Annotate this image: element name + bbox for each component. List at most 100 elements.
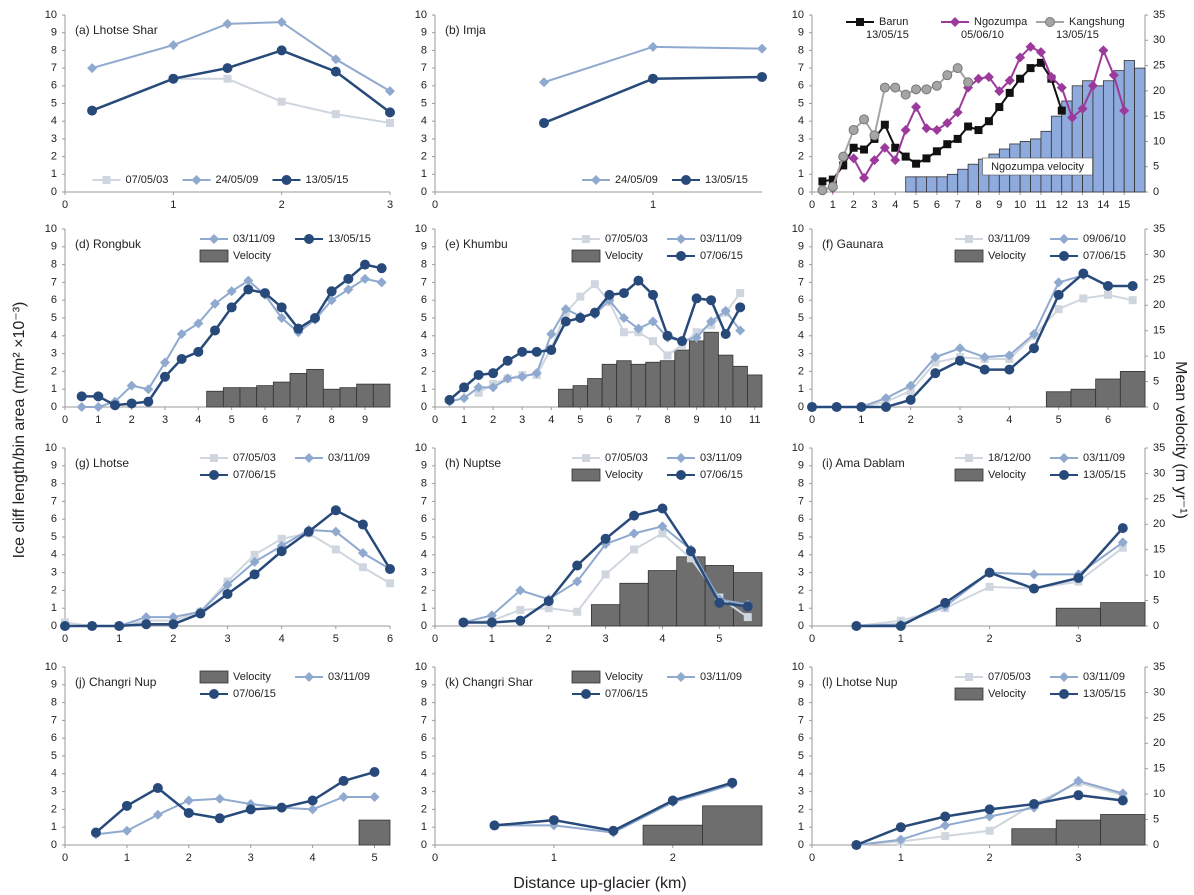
- data-point: [922, 154, 931, 163]
- y-tick-label: 2: [798, 584, 804, 596]
- y-tick-label: 8: [798, 697, 804, 709]
- data-point: [735, 325, 746, 336]
- y-tick-label: 0: [798, 839, 804, 851]
- data-line: [95, 795, 375, 836]
- data-point: [589, 307, 600, 318]
- data-point: [515, 585, 526, 596]
- data-point: [517, 346, 528, 357]
- x-tick-label: 3: [519, 414, 525, 426]
- y-tick-label: 2: [51, 803, 57, 815]
- legend-label: 18/12/00: [988, 452, 1031, 464]
- y2-tick-label: 15: [1153, 110, 1165, 122]
- data-point: [630, 545, 639, 554]
- x-tick-label: 12: [1056, 199, 1068, 211]
- legend-marker: [582, 454, 590, 462]
- x-tick-label: 5: [333, 633, 339, 645]
- y2-tick-label: 15: [1153, 325, 1165, 337]
- data-point: [900, 89, 911, 100]
- data-point: [629, 510, 640, 521]
- y-tick-label: 5: [798, 531, 804, 543]
- panel-title: (l) Lhotse Nup: [822, 675, 898, 689]
- data-point: [807, 402, 817, 412]
- legend-marker: [304, 234, 314, 244]
- data-point: [743, 613, 752, 622]
- y2-tick-label: 20: [1153, 518, 1165, 530]
- velocity-bar: [619, 582, 649, 627]
- y-tick-label: 1: [421, 168, 427, 180]
- y-tick-label: 1: [421, 383, 427, 395]
- x-tick-label: 5: [1056, 414, 1062, 426]
- legend-marker: [210, 454, 218, 462]
- data-point: [214, 813, 225, 824]
- data-point: [249, 556, 260, 567]
- data-point: [276, 802, 287, 813]
- velocity-bar: [647, 570, 678, 627]
- velocity-bar: [322, 388, 341, 408]
- legend-marker: [209, 234, 219, 244]
- data-point: [662, 330, 673, 341]
- y2-tick-label: 30: [1153, 467, 1165, 479]
- legend-marker: [676, 672, 686, 682]
- y2-tick-label: 35: [1153, 442, 1165, 454]
- data-point: [691, 332, 702, 343]
- y-tick-label: 10: [45, 9, 57, 21]
- data-line: [91, 21, 391, 92]
- data-point: [604, 289, 615, 300]
- data-point: [706, 295, 717, 306]
- y-tick-label: 7: [51, 714, 57, 726]
- legend-label: 13/05/15: [1083, 688, 1126, 700]
- data-point: [1104, 290, 1112, 299]
- data-point: [343, 273, 354, 284]
- data-point: [276, 302, 287, 313]
- data-point: [818, 177, 827, 186]
- y-tick-label: 7: [421, 714, 427, 726]
- data-point: [817, 185, 828, 196]
- x-tick-label: 2: [987, 852, 993, 864]
- data-point: [548, 815, 559, 826]
- y-tick-label: 8: [51, 259, 57, 271]
- velocity-bar: [358, 819, 391, 846]
- y-tick-label: 6: [51, 80, 57, 92]
- data-point: [895, 621, 906, 631]
- data-point: [1077, 103, 1088, 114]
- data-point: [222, 63, 233, 74]
- data-point: [608, 825, 619, 836]
- y-tick-label: 4: [798, 549, 804, 561]
- data-point: [1053, 277, 1064, 288]
- x-tick-label: 6: [606, 414, 612, 426]
- y-tick-label: 6: [421, 80, 427, 92]
- data-point: [891, 143, 900, 152]
- legend-marker: [676, 234, 686, 244]
- data-point: [881, 402, 891, 412]
- x-tick-label: 4: [892, 199, 898, 211]
- y-tick-label: 4: [798, 115, 804, 127]
- data-point: [1029, 569, 1039, 580]
- y-tick-label: 10: [45, 223, 57, 235]
- y2-tick-label: 35: [1153, 223, 1165, 235]
- legend-marker: [209, 470, 219, 480]
- data-point: [985, 826, 994, 835]
- data-point: [87, 63, 98, 74]
- y-tick-label: 3: [51, 786, 57, 798]
- data-point: [706, 316, 717, 327]
- legend-marker: [191, 175, 202, 185]
- y-tick-label: 0: [798, 186, 804, 198]
- data-point: [223, 74, 232, 83]
- x-tick-label: 3: [957, 414, 963, 426]
- legend-label: 13/05/15: [306, 174, 349, 186]
- y-tick-label: 1: [51, 168, 57, 180]
- x-tick-label: 0: [432, 199, 438, 211]
- data-point: [943, 140, 952, 149]
- y-tick-label: 9: [798, 27, 804, 39]
- y2-tick-label: 0: [1153, 620, 1159, 632]
- y-tick-label: 2: [798, 365, 804, 377]
- data-point: [757, 71, 767, 82]
- legend-label: 07/05/03: [605, 452, 648, 464]
- data-point: [692, 328, 701, 337]
- data-point: [952, 107, 963, 118]
- data-point: [276, 313, 287, 323]
- x-tick-label: 10: [720, 414, 732, 426]
- legend-label: Velocity: [988, 469, 1026, 481]
- data-point: [827, 181, 838, 192]
- velocity-bar: [256, 385, 274, 408]
